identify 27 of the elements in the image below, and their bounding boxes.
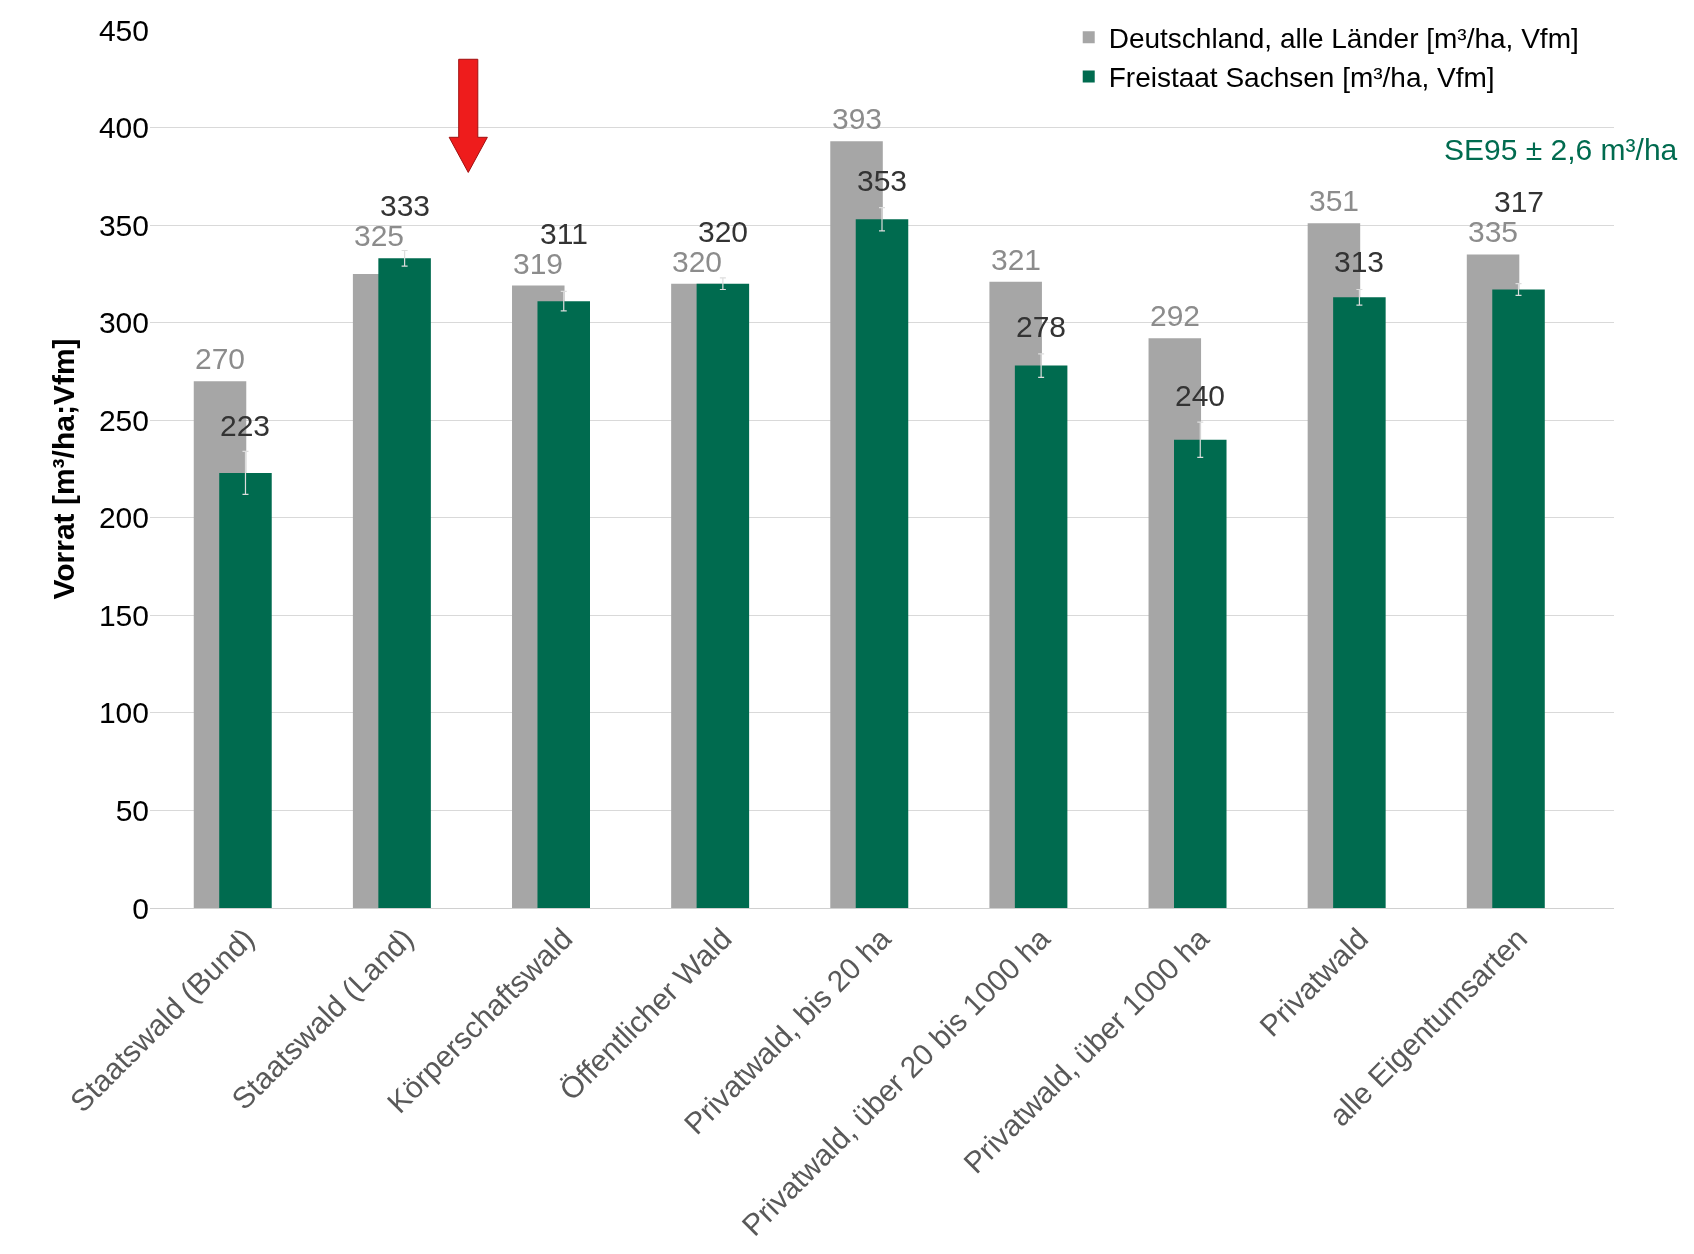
data-label: 292: [1150, 299, 1201, 332]
data-label: 333: [380, 189, 431, 222]
annotation: SE95 ± 2,6 m³/ha: [1444, 133, 1678, 166]
y-tick-label: 250: [98, 403, 149, 437]
data-label: 319: [513, 247, 564, 280]
y-tick-label: 400: [98, 111, 149, 145]
y-tick-label: 300: [98, 306, 149, 340]
y-axis-title: Vorrat [m³/ha;Vfm]: [46, 338, 80, 600]
data-label: 351: [1309, 184, 1360, 217]
y-tick-label: 150: [98, 598, 149, 632]
data-label: 320: [672, 245, 723, 278]
y-tick-label: 0: [132, 891, 149, 925]
y-tick-label: 100: [98, 696, 149, 730]
data-label: 317: [1494, 185, 1545, 218]
data-label: 321: [991, 243, 1042, 276]
legend-label: Freistaat Sachsen [m³/ha, Vfm]: [1108, 62, 1495, 94]
data-label: 393: [832, 102, 883, 135]
data-label: 270: [195, 342, 246, 375]
data-label: 320: [698, 215, 749, 248]
y-tick-label: 200: [98, 501, 149, 535]
data-label: 325: [354, 219, 405, 252]
data-label: 311: [540, 217, 588, 250]
data-label: 335: [1468, 215, 1519, 248]
y-tick-label: 350: [98, 208, 149, 242]
y-tick-label: 50: [115, 793, 149, 827]
legend-label: Deutschland, alle Länder [m³/ha, Vfm]: [1108, 23, 1579, 55]
y-tick-label: 450: [98, 13, 149, 47]
